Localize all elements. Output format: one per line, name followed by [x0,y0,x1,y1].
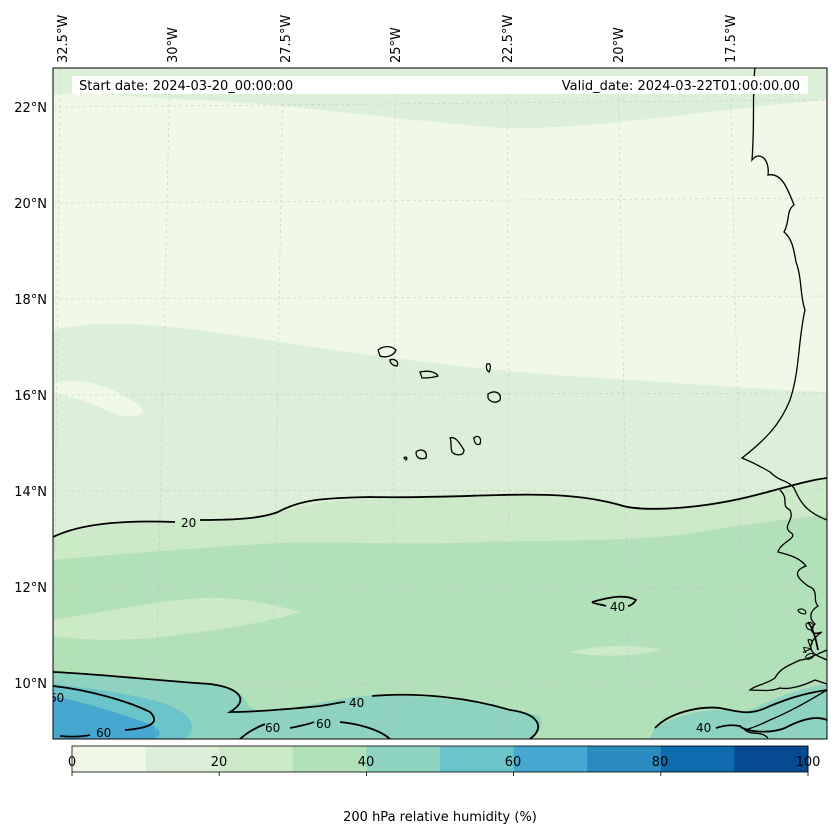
colorbar-segment [440,746,515,772]
colorbar-tick-label: 80 [652,755,669,770]
colorbar-segment [292,746,367,772]
colorbar-segment [513,746,588,772]
colorbar-segment [219,746,294,772]
lon-label: 17.5°W [724,15,739,63]
map-plot-area: 20 40 40 40 40 60 60 60 60 Start date: 2… [49,68,827,740]
lon-label: 22.5°W [501,15,516,63]
rh-band-20-30-pocket-west [53,597,300,640]
longitude-labels: 32.5°W 30°W 27.5°W 25°W 22.5°W 20°W 17.5… [56,15,739,63]
rh-band-0-10-patch [55,380,143,417]
contour-label-group: 20 40 40 40 40 60 60 60 60 [49,516,817,740]
colorbar-segment [734,746,809,772]
colorbar-tick-label: 40 [358,755,375,770]
contour-lines [53,477,827,739]
coastline-liberia [743,689,827,739]
colorbar-segment [72,746,147,772]
lat-label: 22°N [14,101,47,116]
contour-60-sw [53,685,155,738]
lat-label: 14°N [14,485,47,500]
colorbar-segment [145,746,220,772]
lon-label: 20°W [612,27,627,63]
lat-label: 20°N [14,197,47,212]
rh-band-30-40 [53,515,827,739]
colorbar [71,745,809,776]
colorbar-frame [71,745,809,773]
rh-band-20-30-pocket-east [570,645,660,656]
start-date-label: Start date: 2024-03-20_00:00:00 [79,79,293,94]
colorbar-segment [660,746,735,772]
rh-band-60-70 [53,696,160,739]
contour-label: 40 [349,696,364,710]
lon-label: 27.5°W [279,15,294,63]
colorbar-tick-label: 100 [796,755,821,770]
coastline-sierra-leone [748,649,827,692]
contour-40-se [654,689,827,733]
lat-label: 10°N [14,677,47,692]
lon-label: 30°W [166,27,181,63]
contour-label: 40 [696,721,711,735]
colorbar-tick-label: 0 [68,755,76,770]
lon-label: 32.5°W [56,15,71,63]
contour-label: 60 [265,721,280,735]
contour-label: 40 [798,643,817,663]
contour-40-south [53,671,540,739]
info-banner [72,76,808,94]
lat-label: 12°N [14,581,47,596]
colorbar-tick-label: 20 [211,755,228,770]
colorbar-segment [366,746,441,772]
contour-label: 60 [316,717,331,731]
latitude-labels: 22°N 20°N 18°N 16°N 14°N 12°N 10°N [14,101,47,692]
cape-verde-islands [377,345,501,461]
colorbar-ticks: 0 20 40 60 80 100 [68,755,821,770]
coastline-africa [740,68,827,521]
lat-label: 18°N [14,293,47,308]
contour-40-east [591,595,638,607]
contour-40-east-edge [807,621,819,651]
contour-label: 40 [610,600,625,614]
contour-label: 60 [49,691,64,705]
map-frame [52,67,828,740]
contour-20 [53,477,827,538]
valid-date-label: Valid_date: 2024-03-22T01:00:00.00 [562,79,800,94]
contour-60-mid [239,721,391,739]
colorbar-label: 200 hPa relative humidity (%) [343,810,537,825]
contour-label: 20 [181,516,196,530]
colorbar-tick-label: 60 [505,755,522,770]
lon-label: 25°W [389,27,404,63]
contour-label: 60 [96,726,111,740]
lat-label: 16°N [14,389,47,404]
graticule [53,68,827,739]
colorbar-segment [587,746,662,772]
